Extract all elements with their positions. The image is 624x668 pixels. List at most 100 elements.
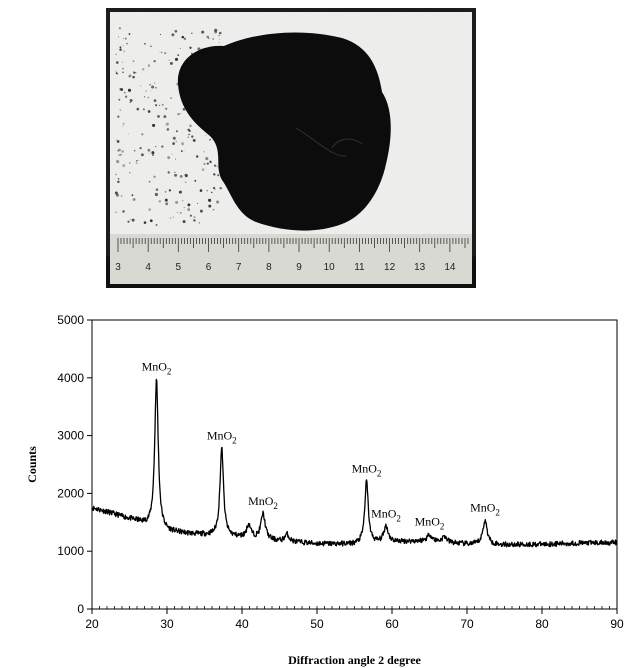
powder-speck (184, 173, 187, 176)
x-tick-label: 50 (310, 617, 324, 631)
powder-speck (151, 151, 155, 155)
powder-speck (194, 179, 197, 182)
powder-speck (193, 219, 196, 222)
peak-label-subscript: 2 (495, 508, 500, 518)
peak-label-subscript: 2 (273, 501, 278, 511)
powder-speck (130, 218, 132, 220)
powder-speck (183, 149, 185, 151)
powder-speck (127, 220, 130, 223)
powder-speck (123, 91, 126, 94)
powder-speck (145, 90, 148, 92)
powder-speck (115, 173, 117, 176)
powder-speck (201, 168, 205, 171)
powder-pile (177, 32, 391, 231)
powder-speck (147, 148, 151, 152)
powder-speck (123, 50, 126, 53)
powder-speck (175, 140, 178, 143)
powder-speck (116, 193, 119, 197)
powder-speck (155, 188, 159, 191)
powder-speck (182, 199, 184, 202)
y-tick-label: 5000 (57, 313, 84, 327)
powder-speck (157, 115, 160, 118)
powder-speck (171, 33, 175, 37)
powder-speck (115, 72, 118, 75)
powder-speck (168, 189, 172, 192)
x-tick-label: 40 (235, 617, 249, 631)
powder-speck (181, 35, 185, 39)
powder-speck (209, 160, 212, 164)
powder-speck (171, 153, 173, 155)
powder-speck (195, 155, 199, 158)
powder-speck (155, 224, 158, 226)
powder-speck (117, 150, 119, 152)
powder-speck (189, 214, 192, 217)
powder-speck (167, 171, 170, 174)
powder-speck (120, 153, 122, 156)
peak-label-text: MnO (371, 506, 397, 520)
powder-speck (177, 113, 180, 116)
powder-speck (133, 149, 136, 152)
x-axis-ticks: 20 30 40 50 60 70 80 90 (85, 606, 624, 631)
peak-label-text: MnO (248, 494, 274, 508)
powder-speck (174, 29, 178, 33)
powder-speck (123, 38, 124, 39)
powder-speck (188, 133, 190, 136)
powder-speck (118, 154, 121, 157)
powder-speck (152, 123, 156, 127)
powder-speck (177, 54, 180, 57)
ruler-number: 6 (206, 262, 212, 273)
powder-speck (142, 108, 145, 111)
powder-speck (209, 139, 211, 141)
powder-speck (152, 154, 154, 156)
powder-speck (179, 47, 181, 50)
powder-speck (172, 216, 174, 218)
powder-speck (169, 61, 173, 65)
x-axis-title: Diffraction angle 2 degree (288, 653, 421, 667)
powder-speck (116, 140, 120, 143)
powder-speck (219, 38, 221, 40)
peak-label-subscript: 2 (377, 468, 382, 478)
powder-speck (193, 216, 196, 219)
peak-label: MnO2 (352, 461, 382, 478)
powder-speck (129, 171, 131, 174)
x-tick-label: 90 (610, 617, 624, 631)
powder-speck (124, 37, 127, 40)
powder-speck (189, 46, 192, 50)
powder-speck (129, 33, 131, 36)
powder-speck (122, 210, 125, 213)
ruler-number: 13 (414, 262, 426, 273)
powder-speck (206, 162, 209, 165)
powder-speck (182, 107, 186, 111)
powder-speck (214, 28, 218, 32)
powder-speck (115, 211, 117, 213)
powder-speck (161, 51, 163, 54)
powder-speck (161, 103, 164, 106)
y-tick-label: 4000 (57, 371, 84, 385)
powder-speck (118, 98, 121, 101)
powder-speck (216, 200, 220, 204)
powder-speck (148, 208, 152, 211)
powder-speck (168, 59, 170, 61)
x-tick-label: 60 (385, 617, 399, 631)
powder-speck (213, 173, 216, 176)
ruler-number: 11 (354, 262, 365, 273)
powder-speck (212, 208, 215, 211)
powder-speck (179, 175, 183, 178)
ruler-number: 7 (236, 262, 242, 273)
powder-speck (192, 139, 196, 142)
powder-speck (124, 95, 128, 99)
powder-speck (148, 180, 151, 183)
powder-speck (147, 96, 150, 99)
powder-speck (174, 171, 176, 173)
powder-speck (179, 113, 181, 115)
powder-speck (182, 220, 186, 224)
powder-speck (122, 45, 124, 47)
powder-speck (122, 71, 124, 74)
powder-speck (115, 61, 119, 64)
powder-speck (174, 158, 176, 160)
powder-speck (197, 47, 201, 51)
powder-speck (132, 60, 135, 62)
powder-speck (140, 153, 144, 157)
powder-speck (129, 102, 131, 104)
xrd-pattern-line (91, 378, 618, 548)
